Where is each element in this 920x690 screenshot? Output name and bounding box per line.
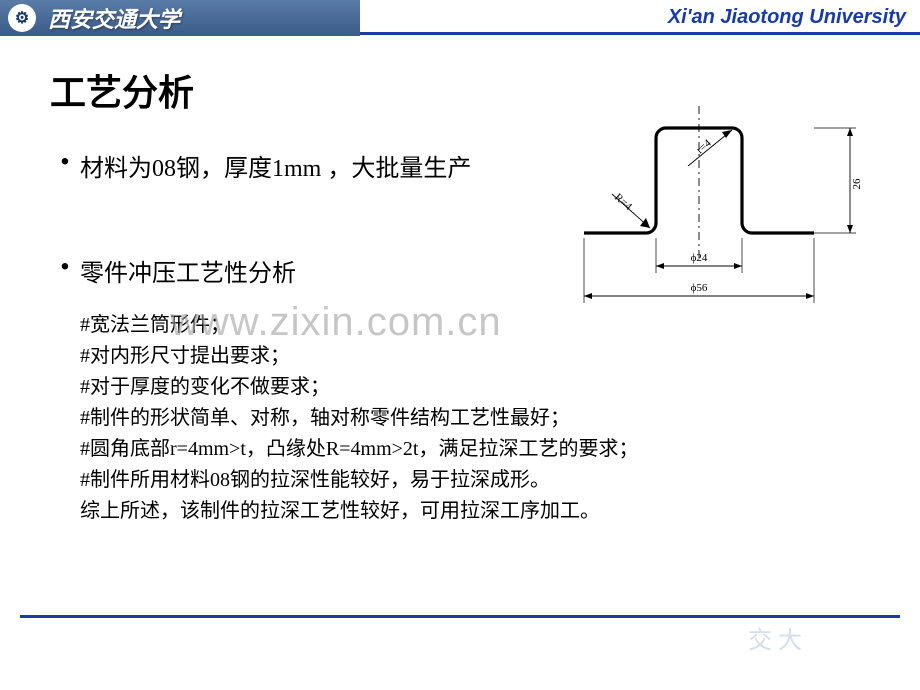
university-name-english: Xi'an Jiaotong University xyxy=(668,6,906,29)
arrowhead-icon xyxy=(847,225,853,233)
analysis-line: #制件的形状简单、对称，轴对称零件结构工艺性最好； xyxy=(80,403,870,434)
arrowhead-icon xyxy=(640,218,650,228)
slide-content: 工艺分析 • 材料为08钢，厚度1mm ，大批量生产 • 零件冲压工艺性分析 #… xyxy=(0,36,920,527)
analysis-line: #制件所用材料08钢的拉深性能较好，易于拉深成形。 xyxy=(80,465,870,496)
part-section-diagram: r=4 R=4 26 ϕ24 ϕ56 xyxy=(554,98,874,318)
label-inner-diameter: ϕ24 xyxy=(691,252,708,264)
arrowhead-icon xyxy=(806,293,814,299)
analysis-line: #圆角底部r=4mm>t，凸缘处R=4mm>2t，满足拉深工艺的要求； xyxy=(80,434,870,465)
bullet-marker: • xyxy=(50,148,80,176)
bullet-marker: • xyxy=(50,253,80,281)
footer-campus-image: 交 大 xyxy=(660,595,890,680)
arrowhead-icon xyxy=(734,263,742,269)
label-height: 26 xyxy=(851,178,863,190)
arrowhead-icon xyxy=(584,293,592,299)
logo-glyph: ⚙ xyxy=(15,8,29,28)
label-inner-radius: r=4 xyxy=(694,137,714,156)
header-divider-line xyxy=(360,32,920,35)
arrowhead-icon xyxy=(847,128,853,136)
arrowhead-icon xyxy=(656,263,664,269)
analysis-line: 综上所述，该制件的拉深工艺性较好，可用拉深工序加工。 xyxy=(80,496,870,527)
university-logo: ⚙ xyxy=(8,4,36,32)
label-outer-diameter: ϕ56 xyxy=(691,282,708,294)
analysis-list: #宽法兰筒形件； #对内形尺寸提出要求； #对于厚度的变化不做要求； #制件的形… xyxy=(80,310,870,527)
label-outer-radius: R=4 xyxy=(612,191,635,213)
university-name-chinese: 西安交通大学 xyxy=(48,2,180,34)
analysis-line: #对于厚度的变化不做要求； xyxy=(80,372,870,403)
footer-campus-caption: 交 大 xyxy=(748,620,802,655)
slide-header: ⚙ 西安交通大学 Xi'an Jiaotong University xyxy=(0,0,920,36)
analysis-line: #对内形尺寸提出要求； xyxy=(80,341,870,372)
